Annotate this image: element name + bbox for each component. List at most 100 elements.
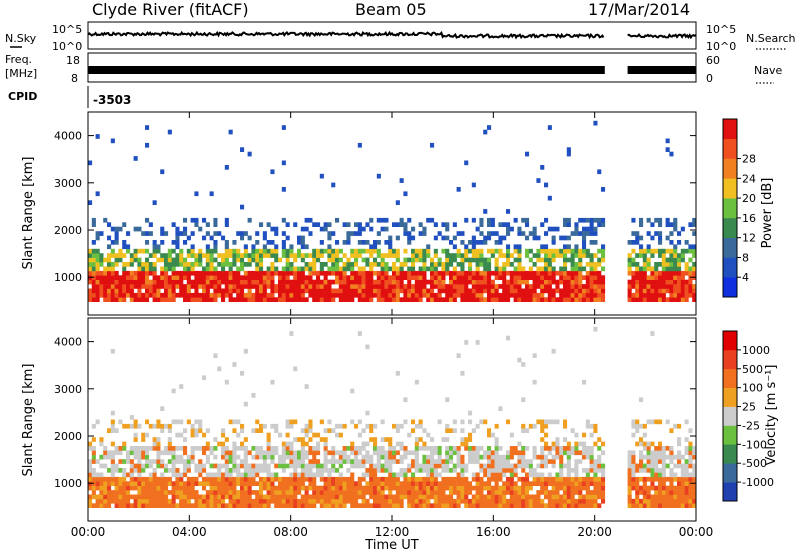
heatmap-cell [479, 490, 484, 495]
heatmap-cell [627, 476, 632, 482]
heatmap-cell [597, 490, 602, 495]
heatmap-cell [479, 419, 484, 425]
heatmap-cell [278, 292, 283, 298]
heatmap-cell [680, 292, 685, 298]
heatmap-cell [559, 275, 564, 280]
heatmap-cell [350, 297, 355, 302]
heatmap-cell [540, 244, 545, 250]
heatmap-cell [289, 248, 294, 254]
power-ytick-label: 3000 [54, 177, 82, 190]
heatmap-cell [388, 446, 393, 451]
heatmap-cell [650, 485, 655, 491]
heatmap-cell [494, 472, 499, 478]
heatmap-cell [335, 262, 340, 267]
heatmap-cell [255, 481, 260, 486]
heatmap-cell [145, 498, 150, 504]
heatmap-cell [555, 419, 560, 425]
heatmap-cell [422, 279, 427, 285]
heatmap-cell [95, 257, 100, 263]
heatmap-cell [635, 468, 640, 473]
heatmap-cell [141, 454, 146, 460]
heatmap-cell [228, 288, 233, 294]
heatmap-cell [483, 288, 488, 294]
heatmap-cell [365, 472, 370, 478]
heatmap-cell [593, 428, 598, 433]
heatmap-cell [669, 485, 674, 491]
heatmap-cell [365, 262, 370, 267]
heatmap-cell [498, 490, 503, 495]
heatmap-cell [452, 481, 457, 486]
heatmap-cell [582, 266, 587, 272]
heatmap-cell [635, 494, 640, 500]
heatmap-cell [403, 485, 408, 491]
heatmap-cell [464, 297, 469, 302]
heatmap-cell [262, 244, 267, 250]
heatmap-cell [221, 485, 226, 491]
heatmap-cell [145, 240, 150, 245]
heatmap-cell [532, 226, 537, 232]
heatmap-cell [152, 240, 157, 245]
heatmap-cell [582, 446, 587, 451]
heatmap-cell [677, 270, 682, 276]
heatmap-cell [129, 279, 134, 285]
heatmap-cell [183, 275, 188, 280]
heatmap-cell [376, 476, 381, 482]
heatmap-cell [373, 476, 378, 482]
heatmap-cell [224, 454, 229, 460]
heatmap-cell [456, 284, 461, 289]
heatmap-cell [517, 459, 522, 464]
heatmap-cell [137, 266, 142, 272]
heatmap-cell [392, 266, 397, 272]
heatmap-cell [399, 498, 404, 504]
heatmap-cell [122, 446, 127, 451]
heatmap-cell [540, 428, 545, 433]
heatmap-cell [384, 292, 389, 298]
heatmap-cell [525, 498, 530, 504]
heatmap-cell [411, 284, 416, 289]
heatmap-cell [247, 476, 252, 482]
heatmap-cell [422, 441, 427, 447]
heatmap-cell [179, 288, 184, 294]
heatmap-cell [228, 284, 233, 289]
heatmap-cell [365, 248, 370, 254]
heatmap-cell [555, 279, 560, 285]
heatmap-cell [221, 454, 226, 460]
heatmap-cell [433, 284, 438, 289]
heatmap-cell [411, 485, 416, 491]
heatmap-cell [365, 454, 370, 460]
heatmap-cell [532, 476, 537, 482]
heatmap-cell [357, 446, 362, 451]
heatmap-cell [513, 275, 518, 280]
heatmap-cell [186, 284, 191, 289]
heatmap-cell [224, 459, 229, 464]
heatmap-cell [646, 441, 651, 447]
heatmap-cell [566, 217, 571, 223]
heatmap-cell [308, 419, 313, 425]
heatmap-cell [388, 292, 393, 298]
heatmap-cell [635, 498, 640, 504]
heatmap-cell [190, 266, 195, 272]
heatmap-cell [114, 494, 119, 500]
heatmap-cell [357, 279, 362, 285]
heatmap-cell [513, 450, 518, 456]
heatmap-cell [661, 485, 666, 491]
heatmap-cell [137, 476, 142, 482]
heatmap-cell [411, 270, 416, 276]
heatmap-cell [650, 454, 655, 460]
heatmap-cell [464, 490, 469, 495]
heatmap-cell [399, 490, 404, 495]
heatmap-cell [422, 446, 427, 451]
heatmap-cell [152, 503, 157, 508]
heatmap-cell [148, 288, 153, 294]
heatmap-cell [350, 270, 355, 276]
heatmap-cell [137, 454, 142, 460]
heatmap-cell [521, 468, 526, 473]
heatmap-cell [399, 217, 404, 223]
heatmap-cell [677, 498, 682, 504]
heatmap-cell [566, 472, 571, 478]
heatmap-cell [684, 476, 689, 482]
heatmap-cell [91, 253, 96, 258]
heatmap-cell [517, 463, 522, 469]
heatmap-cell [376, 240, 381, 245]
heatmap-cell [346, 459, 351, 464]
